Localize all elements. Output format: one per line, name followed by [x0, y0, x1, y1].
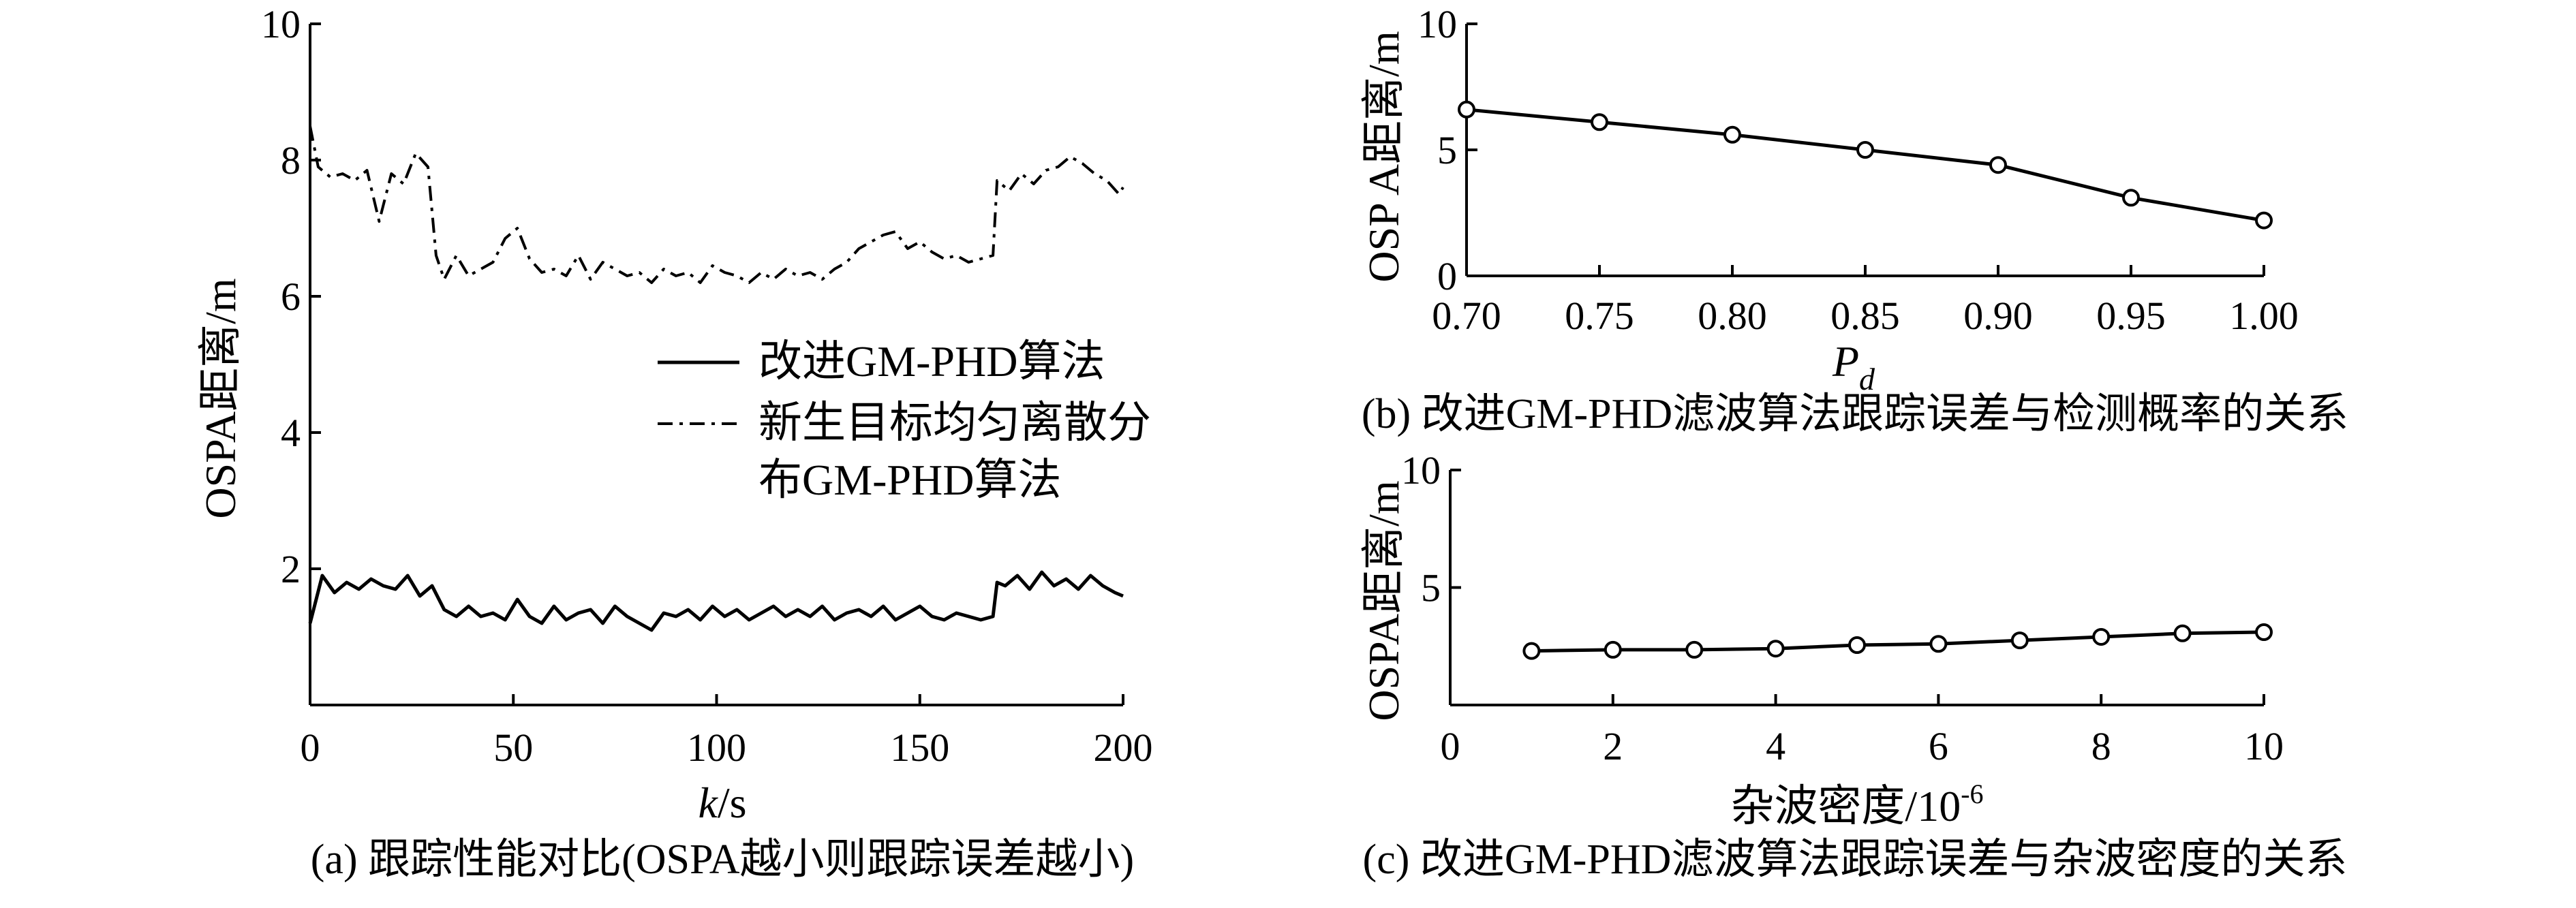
data-point-marker: [1604, 640, 1622, 659]
y-tick-label: 10: [1401, 448, 1441, 492]
x-tick-label: 0.90: [1963, 294, 2033, 338]
x-tick-label: 0: [301, 725, 320, 770]
data-point-marker: [2173, 624, 2192, 642]
data-point-marker: [1591, 113, 1608, 131]
panel-c-axes: 5 10 0 2 4 6 8 10: [1401, 448, 2284, 768]
y-tick-label: 5: [1421, 566, 1441, 610]
x-tick-label: 100: [687, 725, 746, 770]
panel-c-y-axis-label: OSPA距离/m: [1360, 480, 1408, 721]
data-point-marker: [1989, 156, 2007, 174]
panel-a-x-axis-label: k/s: [698, 779, 746, 827]
panel-a-y-axis-label: OSPA距离/m: [196, 278, 245, 518]
data-point-marker: [1848, 636, 1866, 655]
panel-c-x-axis-label-sup: -6: [1961, 779, 1983, 809]
x-tick-label: 0: [1441, 724, 1460, 768]
data-point-marker: [1766, 640, 1785, 658]
panel-c-x-axis-label: 杂波密度/10-6: [1730, 779, 1983, 830]
y-tick-label: 4: [281, 411, 301, 455]
panel-b-series: [1458, 100, 2273, 230]
x-tick-label: 6: [1929, 724, 1948, 768]
panel-c-caption: (c) 改进GM-PHD滤波算法跟踪误差与杂波密度的关系: [1363, 836, 2348, 883]
x-tick-label: 8: [2091, 724, 2111, 768]
panel-b-x-axis-label-main: P: [1832, 337, 1859, 386]
panel-b-x-axis-label: Pd: [1832, 337, 1875, 396]
data-point-marker: [1929, 635, 1948, 653]
data-point-marker: [2092, 627, 2111, 646]
x-tick-label: 2: [1603, 724, 1623, 768]
y-tick-label: 5: [1437, 128, 1457, 172]
data-point-marker: [2010, 631, 2029, 650]
y-tick-label: 10: [1417, 2, 1457, 46]
x-tick-label: 0.80: [1698, 294, 1767, 338]
y-tick-label: 6: [281, 275, 301, 319]
legend-label-uniform-line1: 新生目标均匀离散分: [758, 398, 1151, 447]
x-tick-label: 150: [890, 725, 949, 770]
x-tick-label: 0.70: [1432, 294, 1501, 338]
panel-a-legend: 改进GM-PHD算法 新生目标均匀离散分 布GM-PHD算法: [658, 337, 1151, 504]
panel-b-x-axis-label-sub: d: [1859, 362, 1875, 396]
data-point-marker: [2122, 189, 2140, 207]
x-tick-label: 200: [1094, 725, 1153, 770]
panel-b-axes: 0 5 10 0.70 0.75 0.80 0.85 0.90 0.95 1.00: [1417, 2, 2299, 338]
panel-b-y-axis-label: OSP A距离/m: [1360, 31, 1408, 282]
data-point-marker: [1458, 100, 1475, 119]
series-line: [1466, 108, 2265, 223]
x-tick-label: 0.85: [1830, 294, 1900, 338]
panel-b-detection-probability: 0 5 10 0.70 0.75 0.80 0.85 0.90 0.95 1.00 OSP A距离…: [1360, 2, 2348, 437]
x-tick-label: 1.00: [2229, 294, 2299, 338]
series-line: [1531, 630, 2265, 653]
x-tick-label: 0.95: [2096, 294, 2166, 338]
legend-label-uniform-line2: 布GM-PHD算法: [758, 456, 1061, 504]
data-point-marker: [2255, 623, 2273, 642]
panel-a-x-axis-label-unit: /s: [718, 779, 747, 827]
y-tick-label: 2: [281, 547, 301, 591]
panel-c-x-axis-label-main: 杂波密度/10: [1730, 782, 1961, 830]
panel-c-series: [1522, 623, 2273, 660]
y-tick-label: 8: [281, 138, 301, 183]
x-tick-label: 0.75: [1565, 294, 1634, 338]
data-point-marker: [1723, 125, 1741, 144]
x-tick-label: 4: [1766, 724, 1785, 768]
y-tick-label: 0: [1437, 254, 1457, 298]
panel-c-clutter-density: 5 10 0 2 4 6 8 10 OSPA距离/m 杂波密度/10-6 (c) 改进GM-P…: [1360, 448, 2347, 883]
x-tick-label: 50: [493, 725, 533, 770]
y-tick-label: 10: [261, 2, 301, 46]
data-point-marker: [2255, 211, 2273, 230]
data-point-marker: [1522, 642, 1541, 660]
panel-b-caption: (b) 改进GM-PHD滤波算法跟踪误差与检测概率的关系: [1362, 391, 2348, 437]
series-line-1: [309, 125, 1124, 284]
panel-a-x-axis-label-italic: k: [698, 779, 718, 827]
data-point-marker: [1856, 141, 1874, 159]
panel-a-caption: (a) 跟踪性能对比(OSPA越小则跟踪误差越小): [311, 836, 1134, 883]
data-point-marker: [1685, 640, 1704, 659]
x-tick-label: 10: [2244, 724, 2284, 768]
panel-a-series: [308, 125, 1124, 632]
legend-label-improved: 改进GM-PHD算法: [758, 337, 1105, 386]
series-line-0: [308, 570, 1124, 632]
